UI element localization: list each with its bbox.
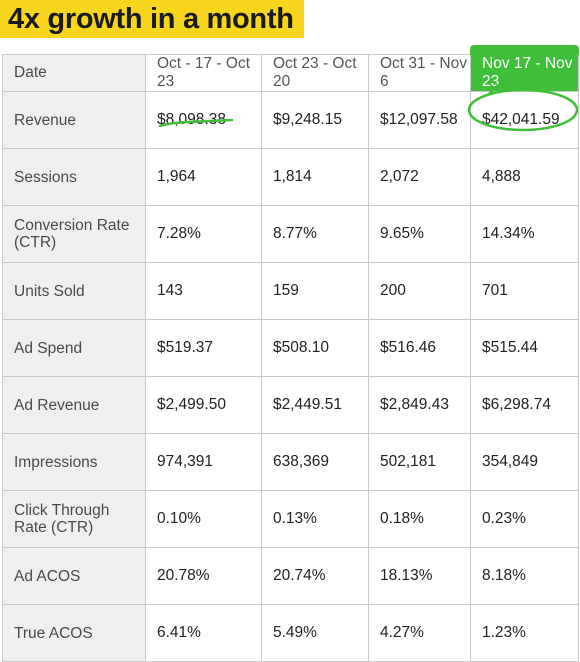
- table-cell: $515.44: [470, 319, 579, 377]
- table-cell: $519.37: [145, 319, 262, 377]
- row-label: Click Through Rate (CTR): [2, 490, 146, 548]
- table-row: True ACOS 6.41% 5.49% 4.27% 1.23%: [2, 604, 579, 662]
- table-cell: 2,072: [368, 148, 471, 206]
- table-cell: 8.18%: [470, 547, 579, 605]
- table-cell: 0.23%: [470, 490, 579, 548]
- table-cell: 0.18%: [368, 490, 471, 548]
- table-cell: 638,369: [261, 433, 369, 491]
- row-label: Ad ACOS: [2, 547, 146, 605]
- table-cell: $508.10: [261, 319, 369, 377]
- table-cell: 200: [368, 262, 471, 320]
- table-cell: $2,499.50: [145, 376, 262, 434]
- table-cell: 974,391: [145, 433, 262, 491]
- table-cell: $42,041.59: [470, 91, 579, 149]
- table-cell: $8,098.38: [145, 91, 262, 149]
- table-cell: 701: [470, 262, 579, 320]
- table-cell: 14.34%: [470, 205, 579, 263]
- row-label: Sessions: [2, 148, 146, 206]
- table-cell: 1.23%: [470, 604, 579, 662]
- table-cell: $516.46: [368, 319, 471, 377]
- table-cell: 5.49%: [261, 604, 369, 662]
- table-row: Conversion Rate (CTR) 7.28% 8.77% 9.65% …: [2, 205, 579, 263]
- table-cell: 143: [145, 262, 262, 320]
- row-label: True ACOS: [2, 604, 146, 662]
- table-row: Sessions 1,964 1,814 2,072 4,888: [2, 148, 579, 206]
- header-week-2: Oct 23 - Oct 20: [261, 54, 369, 92]
- table-cell: $2,449.51: [261, 376, 369, 434]
- header-week-4-label: Nov 17 - Nov 23: [482, 55, 573, 90]
- table-cell: 7.28%: [145, 205, 262, 263]
- table-cell: 354,849: [470, 433, 579, 491]
- table-cell: $2,849.43: [368, 376, 471, 434]
- table-cell: 8.77%: [261, 205, 369, 263]
- table-cell: 18.13%: [368, 547, 471, 605]
- row-label: Impressions: [2, 433, 146, 491]
- table-cell: 0.13%: [261, 490, 369, 548]
- page-title: 4x growth in a month: [0, 0, 304, 38]
- header-row: Date Oct - 17 - Oct 23 Oct 23 - Oct 20 O…: [2, 45, 579, 92]
- table-cell: 6.41%: [145, 604, 262, 662]
- table-row: Click Through Rate (CTR) 0.10% 0.13% 0.1…: [2, 490, 579, 548]
- row-label: Ad Spend: [2, 319, 146, 377]
- header-date: Date: [2, 54, 146, 92]
- row-label: Conversion Rate (CTR): [2, 205, 146, 263]
- table-cell: $9,248.15: [261, 91, 369, 149]
- row-label: Revenue: [2, 91, 146, 149]
- header-week-3: Oct 31 - Nov 6: [368, 54, 471, 92]
- table-cell: 20.78%: [145, 547, 262, 605]
- growth-table: Date Oct - 17 - Oct 23 Oct 23 - Oct 20 O…: [2, 45, 579, 662]
- row-label: Units Sold: [2, 262, 146, 320]
- table-row: Ad Revenue $2,499.50 $2,449.51 $2,849.43…: [2, 376, 579, 434]
- table-row: Ad Spend $519.37 $508.10 $516.46 $515.44: [2, 319, 579, 377]
- table-cell: 4.27%: [368, 604, 471, 662]
- header-week-1: Oct - 17 - Oct 23: [145, 54, 262, 92]
- table-row: Units Sold 143 159 200 701: [2, 262, 579, 320]
- table-cell: $6,298.74: [470, 376, 579, 434]
- table-row: Ad ACOS 20.78% 20.74% 18.13% 8.18%: [2, 547, 579, 605]
- table-cell: 9.65%: [368, 205, 471, 263]
- table-cell: 1,814: [261, 148, 369, 206]
- table-cell: 159: [261, 262, 369, 320]
- table-cell: 1,964: [145, 148, 262, 206]
- header-week-4-highlight: Nov 17 - Nov 23: [470, 45, 579, 92]
- table-row: Revenue $8,098.38 $9,248.15 $12,097.58 $…: [2, 91, 579, 149]
- table-cell: 502,181: [368, 433, 471, 491]
- row-label: Ad Revenue: [2, 376, 146, 434]
- table-row: Impressions 974,391 638,369 502,181 354,…: [2, 433, 579, 491]
- table-cell: 4,888: [470, 148, 579, 206]
- table-cell: 20.74%: [261, 547, 369, 605]
- table-cell: 0.10%: [145, 490, 262, 548]
- table-cell: $12,097.58: [368, 91, 471, 149]
